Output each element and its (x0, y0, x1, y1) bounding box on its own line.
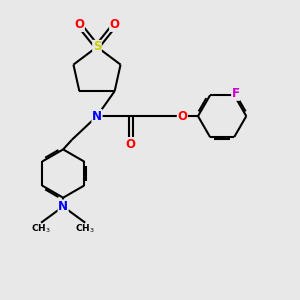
Text: N: N (92, 110, 102, 123)
Text: O: O (177, 110, 188, 123)
Text: O: O (110, 18, 120, 32)
Text: CH$_3$: CH$_3$ (75, 223, 95, 235)
Text: O: O (126, 138, 136, 151)
Text: N: N (58, 200, 68, 213)
Text: F: F (232, 87, 240, 100)
Text: S: S (93, 40, 101, 53)
Text: O: O (74, 18, 84, 32)
Text: CH$_3$: CH$_3$ (31, 223, 51, 235)
